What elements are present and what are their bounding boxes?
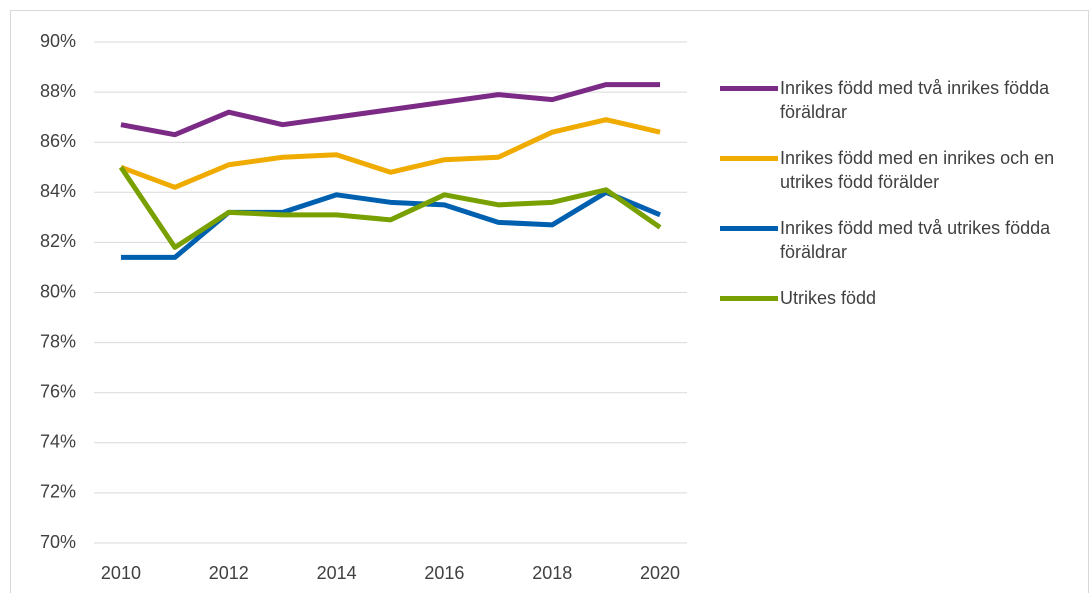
x-tick-label: 2016 <box>424 563 464 583</box>
series-line <box>120 189 662 260</box>
chart-frame <box>10 10 1089 593</box>
y-tick-label: 72% <box>40 482 76 502</box>
x-tick-label: 2020 <box>640 563 680 583</box>
legend-label: Inrikes född med två utrikes födda föräl… <box>780 218 1051 262</box>
y-tick-label: 90% <box>40 31 76 51</box>
x-tick-label: 2014 <box>317 563 357 583</box>
x-tick-label: 2018 <box>532 563 572 583</box>
legend-item: Inrikes född med två inrikes födda föräl… <box>720 76 1080 124</box>
legend: Inrikes född med två inrikes födda föräl… <box>720 76 1080 332</box>
y-tick-label: 88% <box>40 81 76 101</box>
y-tick-label: 70% <box>40 532 76 552</box>
y-tick-label: 76% <box>40 381 76 401</box>
x-tick-label: 2010 <box>101 563 141 583</box>
legend-label: Inrikes född med en inrikes och en utrik… <box>780 148 1055 192</box>
legend-swatch <box>720 86 778 91</box>
y-tick-label: 86% <box>40 131 76 151</box>
series-line <box>118 165 662 250</box>
legend-label: Inrikes född med två inrikes födda föräl… <box>780 78 1050 122</box>
legend-swatch <box>720 296 778 301</box>
y-tick-label: 78% <box>40 331 76 351</box>
y-tick-label: 80% <box>40 281 76 301</box>
y-tick-label: 74% <box>40 432 76 452</box>
y-tick-label: 82% <box>40 231 76 251</box>
legend-swatch <box>720 226 778 231</box>
legend-item: Inrikes född med en inrikes och en utrik… <box>720 146 1080 194</box>
series-line <box>120 82 661 138</box>
series-line <box>120 117 661 190</box>
legend-item: Utrikes född <box>720 286 1080 310</box>
y-tick-label: 84% <box>40 181 76 201</box>
legend-label: Utrikes född <box>780 288 877 308</box>
legend-item: Inrikes född med två utrikes födda föräl… <box>720 216 1080 264</box>
legend-swatch <box>720 156 778 161</box>
x-tick-label: 2012 <box>209 563 249 583</box>
